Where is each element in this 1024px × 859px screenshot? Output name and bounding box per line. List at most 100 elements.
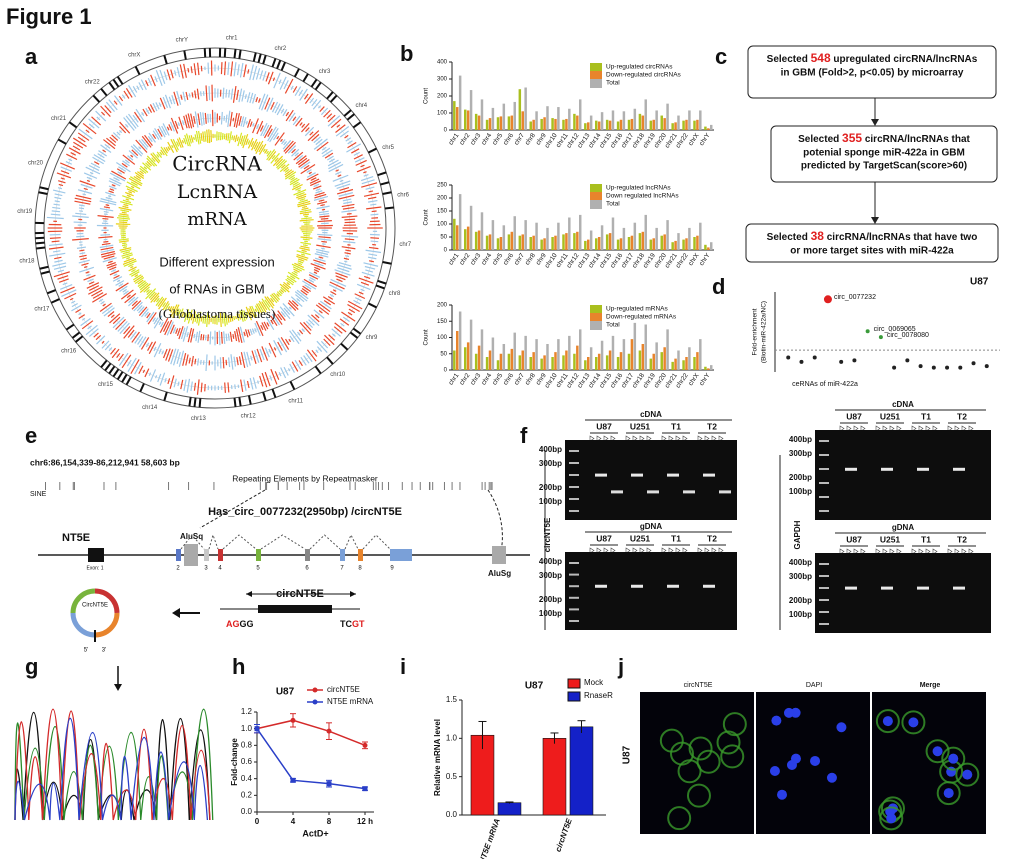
bar <box>529 237 532 250</box>
y-tick-label: 0 <box>444 368 448 374</box>
track-tick <box>109 136 117 143</box>
junction-part: GT <box>352 619 365 629</box>
track-tick <box>316 340 328 354</box>
band <box>203 48 207 58</box>
diagram-label: 200bp <box>539 483 562 492</box>
track-tick <box>301 122 310 133</box>
track-tick <box>249 328 253 335</box>
track-tick <box>276 159 286 169</box>
track-tick <box>118 353 124 362</box>
track-tick <box>351 148 360 154</box>
gel-band <box>667 584 679 588</box>
diagram-label: NT5E <box>62 532 90 544</box>
track-tick <box>150 292 160 303</box>
track-tick <box>148 372 152 376</box>
legend-swatch <box>590 79 602 88</box>
track-tick <box>100 250 115 256</box>
track-tick <box>132 274 142 281</box>
bar <box>518 89 522 130</box>
track-tick <box>123 257 134 263</box>
track-tick <box>145 289 150 293</box>
bar <box>535 111 538 130</box>
bar <box>655 342 658 370</box>
track-tick <box>259 348 265 361</box>
bar <box>573 113 576 130</box>
track-tick <box>172 304 180 319</box>
track-tick <box>88 286 103 295</box>
track-tick <box>126 294 131 299</box>
diagram-label: 400bp <box>539 557 562 566</box>
track-tick <box>230 88 234 100</box>
circos-text: mRNA <box>187 209 247 230</box>
track-tick <box>254 322 261 337</box>
legend-label: Up-regulated circRNAs <box>606 64 673 71</box>
bar <box>587 122 590 130</box>
track-tick <box>191 355 194 367</box>
track-tick <box>284 169 293 176</box>
y-tick-label: 150 <box>437 209 448 215</box>
track-tick <box>58 180 66 184</box>
track-tick <box>87 325 92 330</box>
track-tick <box>137 279 144 285</box>
x-tick-label: chr4 <box>480 132 493 147</box>
circos-text: (Glioblastoma tissues) <box>159 306 276 321</box>
panel-letter: h <box>232 654 245 679</box>
track-tick <box>139 282 149 291</box>
track-tick <box>139 167 147 174</box>
bar <box>709 242 713 250</box>
track-tick <box>274 132 285 146</box>
band <box>346 113 355 121</box>
bar <box>551 237 554 250</box>
track-tick <box>54 196 62 200</box>
track-tick <box>227 315 230 323</box>
track-tick <box>152 130 160 140</box>
track-tick <box>238 88 243 103</box>
bar <box>507 116 511 130</box>
bar <box>666 220 669 250</box>
track-tick <box>307 314 320 327</box>
x-axis-label: ActD+ <box>302 828 328 838</box>
track-tick <box>51 240 60 243</box>
track-tick <box>275 158 284 167</box>
track-tick <box>138 281 147 289</box>
x-tick-label: chr2 <box>458 252 471 267</box>
track-tick <box>246 351 251 366</box>
x-tick-label: chr3 <box>469 252 482 267</box>
bar <box>540 239 543 250</box>
track-tick <box>78 128 93 140</box>
track-tick <box>105 204 110 207</box>
track-tick <box>249 377 254 390</box>
track-tick <box>135 139 148 153</box>
diagram-label: T2 <box>957 411 967 421</box>
chromosome-label: chr19 <box>17 209 33 215</box>
primer-icon <box>889 548 895 555</box>
track-tick <box>122 160 130 167</box>
track-tick <box>301 217 312 220</box>
track-tick <box>163 71 168 81</box>
bar <box>641 115 645 130</box>
bar <box>595 357 598 370</box>
track-tick <box>291 148 296 154</box>
diagram-label: 3' <box>102 648 106 654</box>
band <box>271 58 277 68</box>
track-tick <box>168 306 173 312</box>
track-tick <box>344 218 356 221</box>
track-tick <box>250 140 255 147</box>
bar <box>524 335 527 370</box>
track-tick <box>178 350 185 367</box>
track-tick <box>314 266 321 271</box>
track-tick <box>187 309 193 324</box>
track-tick <box>158 321 162 326</box>
track-tick <box>288 306 292 310</box>
track-tick <box>127 329 135 338</box>
track-tick <box>299 322 312 335</box>
y-tick-label: 250 <box>437 183 448 189</box>
track-tick <box>110 269 117 273</box>
gel-band <box>595 584 607 588</box>
track-tick <box>77 136 86 143</box>
series-line <box>256 719 366 747</box>
track-tick <box>166 321 174 336</box>
track-tick <box>138 365 144 375</box>
diagram-label: gDNA <box>892 523 914 532</box>
